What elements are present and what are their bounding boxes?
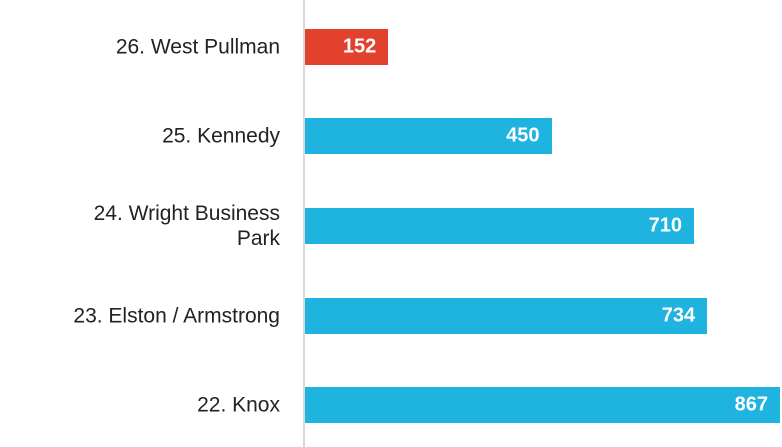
value-label: 867 bbox=[734, 393, 768, 416]
bar bbox=[305, 387, 780, 424]
value-label: 710 bbox=[648, 214, 682, 237]
value-label: 734 bbox=[661, 304, 696, 327]
category-label: 26. West Pullman bbox=[115, 35, 280, 59]
category-label: 25. Kennedy bbox=[162, 124, 280, 148]
category-label: 23. Elston / Armstrong bbox=[73, 304, 280, 328]
bar bbox=[305, 118, 552, 155]
bar bbox=[305, 297, 708, 334]
bar bbox=[305, 208, 694, 244]
value-label: 152 bbox=[342, 35, 377, 58]
axis-line bbox=[303, 0, 305, 447]
category-label: 22. Knox bbox=[197, 393, 280, 417]
value-label: 450 bbox=[506, 124, 540, 147]
category-label: 24. Wright Business Park bbox=[93, 202, 280, 250]
bar bbox=[305, 28, 389, 65]
